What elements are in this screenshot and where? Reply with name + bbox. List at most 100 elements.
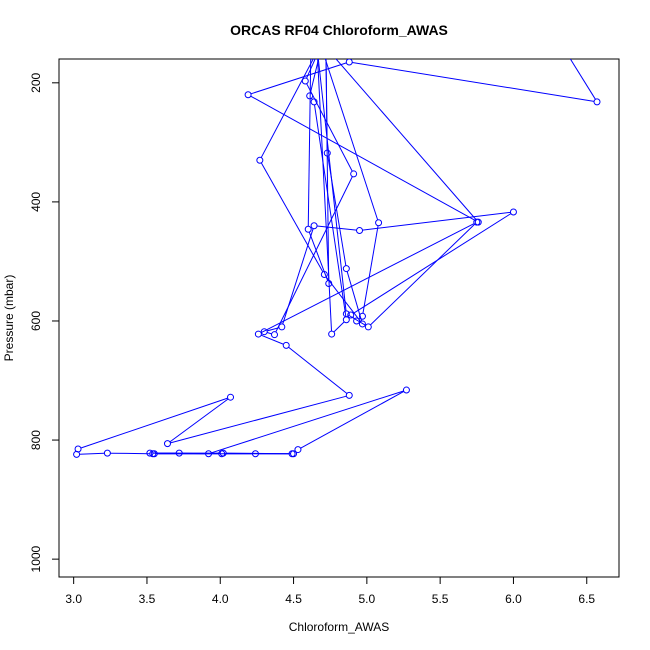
x-tick-label: 6.0: [505, 592, 522, 606]
series-segment: [317, 59, 347, 311]
series-segment: [250, 62, 347, 95]
series-segment: [317, 59, 333, 332]
data-point: [244, 91, 252, 99]
data-point: [278, 323, 286, 331]
series-segment: [362, 225, 379, 314]
series-segment: [308, 231, 329, 281]
data-point: [103, 449, 111, 457]
series-segment: [260, 334, 284, 345]
series-layer: [73, 35, 601, 458]
series-segment: [110, 452, 150, 455]
series-segment: [352, 213, 512, 314]
data-point: [310, 98, 318, 106]
data-point: [318, 44, 324, 50]
series-segment: [333, 321, 345, 333]
data-point: [328, 330, 336, 338]
series-segment: [260, 162, 324, 273]
data-point: [473, 218, 481, 226]
data-point: [219, 449, 227, 457]
y-tick-label: 1000: [29, 545, 43, 572]
data-point: [320, 271, 328, 279]
series-segment: [309, 59, 320, 94]
series-segment: [250, 95, 476, 222]
data-point: [375, 219, 383, 227]
series-segment: [169, 398, 229, 443]
data-point: [364, 323, 372, 331]
data-point: [163, 440, 171, 448]
series-segment: [306, 59, 316, 79]
x-tick-label: 5.5: [432, 592, 449, 606]
series-segment: [324, 59, 379, 221]
data-point: [260, 328, 268, 336]
series-segment: [362, 211, 511, 231]
x-tick-label: 4.0: [212, 592, 229, 606]
y-tick-label: 400: [29, 192, 43, 212]
series-segment: [348, 314, 366, 326]
series-segment: [282, 228, 314, 325]
y-tick-label: 200: [29, 72, 43, 92]
series-segment: [352, 61, 595, 102]
series-segment: [300, 391, 405, 449]
data-point: [350, 170, 358, 178]
data-point: [304, 225, 312, 233]
data-point: [347, 311, 355, 319]
series-segment: [80, 397, 228, 449]
data-point: [358, 320, 366, 328]
data-point: [254, 330, 262, 338]
data-point: [310, 222, 318, 230]
x-axis: 3.0 3.5 4.0 4.5 5.0 5.5 6.0 6.5: [65, 577, 595, 606]
data-point: [345, 391, 353, 399]
data-point: [402, 386, 410, 394]
chart-title: ORCAS RF04 Chloroform_AWAS: [230, 22, 448, 38]
data-point: [288, 450, 296, 458]
data-point: [256, 156, 264, 164]
data-point: [342, 316, 350, 324]
y-axis: 200 400 600 800 1000: [29, 72, 59, 572]
data-point: [205, 450, 213, 458]
x-tick-label: 4.5: [285, 592, 302, 606]
data-point: [356, 226, 364, 234]
series-segment: [335, 59, 477, 221]
series-segment: [370, 223, 475, 326]
data-point: [282, 341, 290, 349]
data-point: [554, 35, 560, 41]
x-tick-label: 6.5: [578, 592, 595, 606]
data-point: [325, 279, 333, 287]
y-tick-label: 800: [29, 430, 43, 450]
data-point: [294, 446, 302, 454]
series-segment: [260, 59, 314, 158]
data-point: [150, 450, 158, 458]
data-point: [175, 449, 183, 457]
series-segment: [569, 59, 596, 100]
data-point: [251, 450, 259, 458]
data-point: [323, 149, 331, 157]
data-point: [227, 393, 235, 401]
x-axis-label: Chloroform_AWAS: [289, 620, 389, 634]
data-point: [353, 317, 361, 325]
data-point: [146, 449, 154, 457]
series-segment: [266, 332, 272, 335]
data-point: [342, 265, 350, 273]
data-point: [323, 38, 329, 44]
series-segment: [307, 59, 312, 227]
series-segment: [306, 83, 353, 172]
plot-frame: [58, 58, 620, 578]
data-point: [73, 450, 81, 458]
series-segment: [260, 223, 475, 334]
data-point: [301, 77, 309, 85]
data-point: [593, 98, 601, 106]
y-tick-label: 600: [29, 311, 43, 331]
series-segment: [211, 390, 404, 454]
y-axis-label: Pressure (mbar): [2, 275, 16, 362]
series-segment: [267, 327, 280, 332]
data-point: [358, 312, 366, 320]
data-point: [509, 208, 517, 216]
x-tick-label: 5.0: [359, 592, 376, 606]
data-point: [345, 59, 353, 66]
series-segment: [79, 452, 105, 455]
x-tick-label: 3.5: [139, 592, 156, 606]
x-tick-label: 3.0: [65, 592, 82, 606]
series-segment: [314, 104, 347, 317]
data-point: [306, 92, 314, 100]
